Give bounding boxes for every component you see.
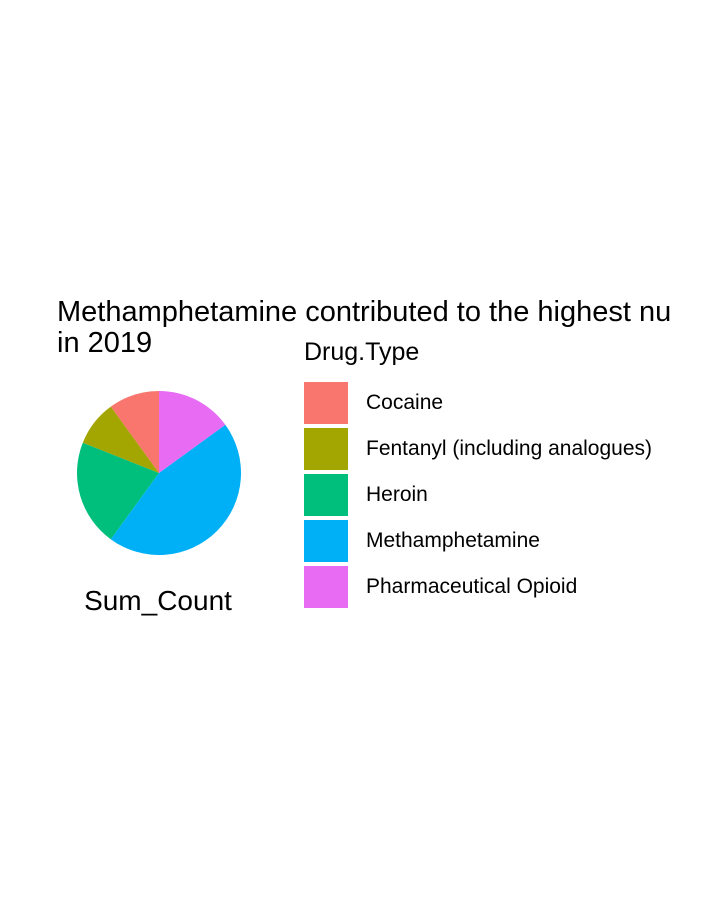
pie-slice-cocaine (110, 391, 159, 473)
legend-item: Pharmaceutical Opioid (304, 564, 652, 610)
legend-swatch (304, 428, 348, 470)
legend-label: Heroin (366, 483, 428, 506)
x-axis-label: Sum_Count (84, 585, 232, 616)
chart-title-line-1: Methamphetamine contributed to the highe… (57, 297, 672, 328)
legend-item: Methamphetamine (304, 518, 652, 564)
legend-swatch (304, 474, 348, 516)
legend-label: Fentanyl (including analogues) (366, 437, 653, 460)
legend-item: Heroin (304, 472, 652, 518)
chart-title-line-2: in 2019 (57, 327, 153, 359)
legend-item: Cocaine (304, 380, 652, 426)
pie-slice-heroin (76, 442, 159, 540)
legend-swatch (304, 566, 348, 608)
legend-label: Cocaine (366, 391, 444, 414)
pie-slice-fentanyl-including-analogues (82, 406, 159, 473)
legend-item: Fentanyl (including analogues) (304, 426, 652, 472)
legend-swatch (304, 382, 348, 424)
legend-label: Methamphetamine (366, 529, 540, 552)
pie-slice-pharmaceutical-opioid (159, 390, 226, 473)
legend: Cocaine Fentanyl (including analogues) Her… (304, 380, 652, 610)
chart-title: Methamphetamine contributed to the highe… (57, 297, 720, 359)
pie-slice-methamphetamine (110, 424, 242, 556)
legend-label: Pharmaceutical Opioid (366, 575, 578, 598)
legend-title: Drug.Type (304, 338, 420, 366)
legend-swatch (304, 520, 348, 562)
